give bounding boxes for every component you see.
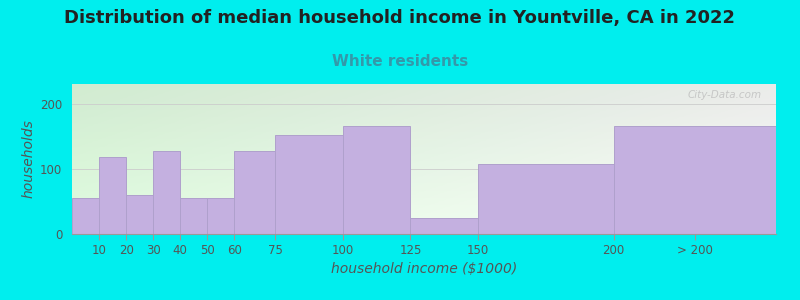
Bar	[99, 157, 126, 234]
Text: City-Data.com: City-Data.com	[688, 90, 762, 100]
Y-axis label: households: households	[22, 120, 36, 198]
Bar	[478, 164, 614, 234]
Bar	[72, 198, 99, 234]
Bar	[410, 218, 478, 234]
Bar	[207, 198, 234, 234]
X-axis label: household income ($1000): household income ($1000)	[331, 262, 517, 276]
Bar	[126, 195, 154, 234]
Bar	[180, 198, 207, 234]
Bar	[342, 126, 410, 234]
Text: White residents: White residents	[332, 54, 468, 69]
Bar	[614, 126, 776, 234]
Bar	[275, 135, 342, 234]
Bar	[234, 151, 275, 234]
Text: Distribution of median household income in Yountville, CA in 2022: Distribution of median household income …	[65, 9, 735, 27]
Bar	[154, 151, 180, 234]
